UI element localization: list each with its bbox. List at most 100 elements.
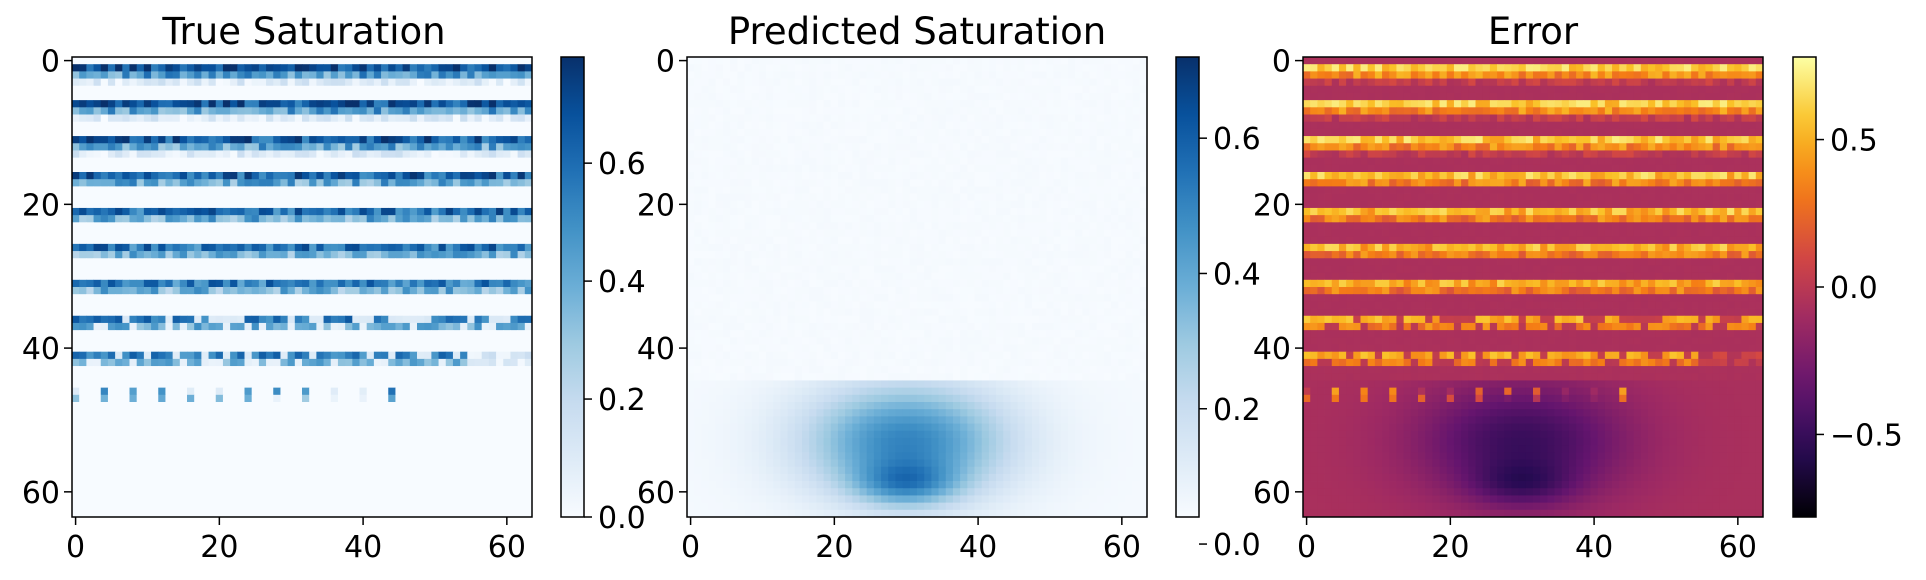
heatmap-cell (251, 351, 260, 360)
heatmap-cell (816, 136, 824, 144)
heatmap-cell (1111, 71, 1119, 79)
heatmap-cell (86, 78, 94, 87)
heatmap-cell (409, 416, 418, 424)
heatmap-cell (93, 229, 102, 238)
heatmap-cell (330, 107, 339, 115)
heatmap-cell (352, 272, 360, 281)
heatmap-cell (115, 344, 123, 353)
heatmap-cell (115, 358, 123, 367)
heatmap-cell (694, 121, 702, 130)
heatmap-cell (888, 78, 896, 87)
heatmap-cell (158, 301, 166, 309)
heatmap-cell (194, 459, 202, 468)
heatmap-cell (467, 157, 475, 166)
heatmap-cell (244, 92, 253, 101)
heatmap-cell (373, 358, 382, 367)
heatmap-cell (852, 85, 860, 94)
heatmap-cell (1089, 107, 1098, 115)
heatmap-cell (215, 330, 224, 338)
heatmap-cell (244, 193, 253, 202)
heatmap-cell (244, 366, 253, 374)
heatmap-cell (417, 287, 425, 295)
heatmap-cell (158, 186, 166, 194)
heatmap-cell (988, 136, 997, 144)
heatmap-cell (496, 337, 504, 345)
heatmap-cell (474, 409, 483, 417)
heatmap-cell (79, 445, 87, 453)
heatmap-cell (187, 136, 195, 144)
heatmap-cell (129, 92, 138, 101)
heatmap-cell (222, 193, 231, 202)
heatmap-cell (503, 308, 511, 317)
heatmap-cell (143, 200, 152, 209)
heatmap-cell (266, 495, 274, 504)
heatmap-cell (165, 57, 174, 65)
heatmap-cell (352, 100, 360, 108)
heatmap-cell (337, 466, 346, 475)
heatmap-cell (244, 294, 253, 302)
heatmap-cell (373, 207, 382, 216)
heatmap-cell (86, 229, 94, 238)
heatmap-cell (93, 251, 102, 259)
heatmap-cell (445, 344, 454, 353)
heatmap-cell (366, 193, 375, 202)
heatmap-cell (460, 394, 468, 403)
heatmap-cell (337, 164, 346, 173)
heatmap-cell (258, 207, 267, 216)
heatmap-cell (758, 150, 767, 159)
heatmap-cell (115, 272, 123, 281)
heatmap-cell (395, 164, 404, 173)
heatmap-cell (496, 236, 504, 245)
heatmap-cell (151, 157, 159, 166)
heatmap-cell (359, 57, 368, 65)
heatmap-cell (258, 193, 267, 202)
heatmap-cell (244, 78, 253, 87)
heatmap-cell (517, 179, 526, 187)
heatmap-cell (1060, 121, 1069, 130)
heatmap-cell (309, 409, 317, 417)
heatmap-cell (323, 92, 332, 101)
heatmap-cell (1089, 64, 1098, 72)
heatmap-cell (402, 64, 411, 72)
heatmap-cell (1111, 100, 1119, 108)
heatmap-cell (158, 344, 166, 353)
heatmap-cell (122, 215, 130, 223)
heatmap-cell (287, 236, 296, 245)
heatmap-cell (323, 423, 332, 432)
heatmap-cell (1125, 128, 1134, 137)
heatmap-cell (273, 265, 281, 274)
heatmap-cell (873, 92, 882, 101)
heatmap-cell (1060, 114, 1069, 123)
heatmap-cell (787, 136, 796, 144)
heatmap-cell (208, 416, 217, 424)
heatmap-cell (474, 430, 483, 439)
heatmap-cell (881, 71, 889, 79)
heatmap-cell (873, 71, 882, 79)
heatmap-cell (424, 179, 432, 187)
heatmap-cell (107, 495, 116, 504)
heatmap-cell (294, 373, 303, 381)
heatmap-cell (431, 85, 439, 94)
heatmap-cell (1139, 143, 1148, 151)
heatmap-cell (888, 114, 896, 123)
heatmap-cell (917, 78, 925, 87)
heatmap-cell (158, 265, 166, 274)
heatmap-cell (345, 495, 353, 504)
heatmap-cell (467, 57, 475, 65)
heatmap-cell (452, 301, 461, 309)
heatmap-cell (115, 308, 123, 317)
heatmap-cell (215, 437, 224, 446)
heatmap-cell (809, 57, 817, 65)
heatmap-cell (143, 495, 152, 504)
heatmap-cell (388, 330, 396, 338)
heatmap-cell (237, 322, 245, 331)
heatmap-cell (309, 78, 317, 87)
heatmap-cell (158, 71, 166, 79)
heatmap-cell (100, 193, 109, 202)
heatmap-cell (151, 121, 159, 130)
heatmap-cell (129, 121, 138, 130)
heatmap-cell (395, 423, 404, 432)
heatmap-cell (165, 459, 174, 468)
heatmap-cell (488, 71, 497, 79)
heatmap-cell (417, 64, 425, 72)
